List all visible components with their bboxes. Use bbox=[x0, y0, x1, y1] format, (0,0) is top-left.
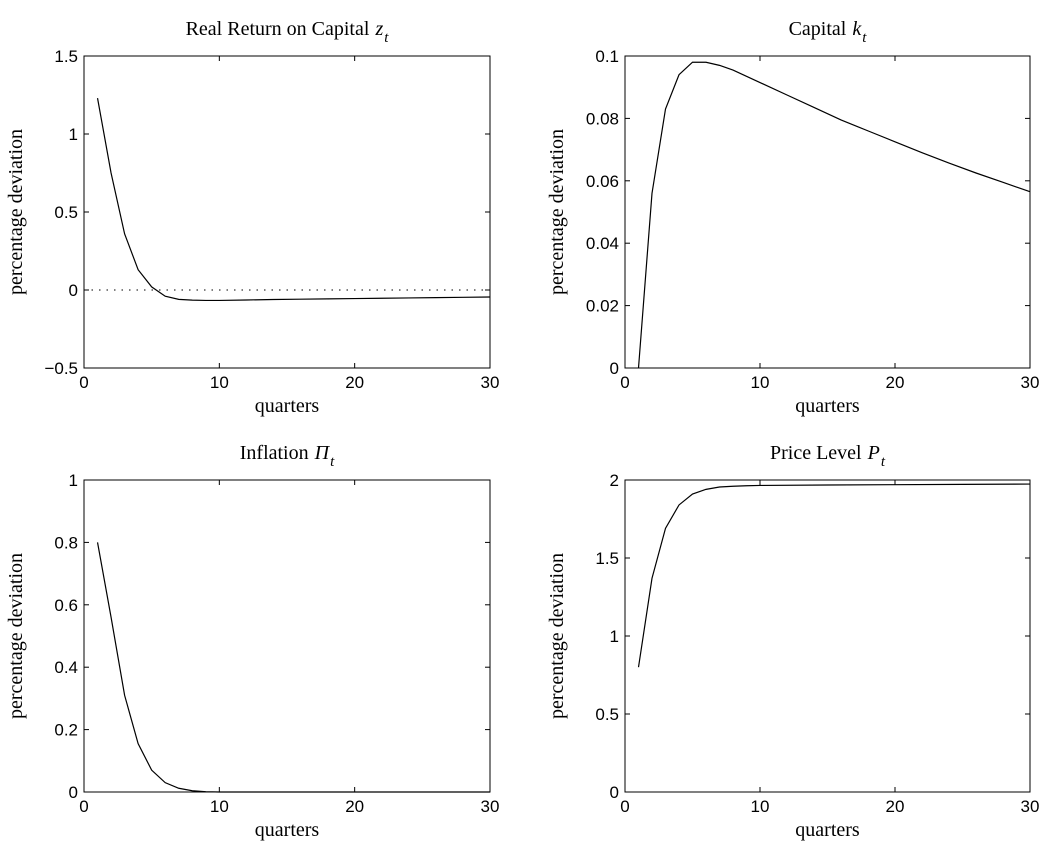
series-line bbox=[96, 98, 491, 302]
x-tick-label: 20 bbox=[886, 373, 905, 392]
x-tick-label: 0 bbox=[620, 797, 629, 816]
chart-title: Capital kt bbox=[789, 18, 868, 46]
y-tick-label: 0.4 bbox=[54, 658, 78, 677]
y-tick-label: 0 bbox=[610, 783, 619, 802]
chart-title-text: Real Return on Capital bbox=[186, 18, 370, 40]
x-tick-label: 20 bbox=[345, 373, 364, 392]
plot-frame bbox=[624, 479, 1031, 793]
y-axis-label: percentage deviation bbox=[5, 129, 27, 295]
y-tick-label: 0.5 bbox=[54, 203, 78, 222]
y-tick-label: 1 bbox=[69, 471, 78, 490]
chart-title-subscript: t bbox=[881, 454, 886, 470]
plot-frame bbox=[83, 479, 491, 793]
y-tick-label: 0 bbox=[69, 783, 78, 802]
y-tick-label: 0.5 bbox=[595, 705, 619, 724]
plot-frame bbox=[83, 55, 491, 369]
chart-title-subscript: t bbox=[330, 454, 335, 470]
chart-bottom-left: Inflation Πt 0 10 20 30 0 0.2 0.4 0.6 0.8 1 quarters… bbox=[5, 442, 499, 841]
x-tick-label: 30 bbox=[1021, 797, 1039, 816]
chart-title-subscript: t bbox=[384, 30, 389, 46]
y-tick-label: 1.5 bbox=[595, 549, 619, 568]
plot-frame bbox=[624, 55, 1031, 369]
x-tick-label: 10 bbox=[210, 797, 229, 816]
x-tick-label: 10 bbox=[751, 373, 770, 392]
chart-title-text: Inflation bbox=[240, 442, 309, 464]
x-tick-label: 0 bbox=[79, 797, 88, 816]
y-tick-label: 1.5 bbox=[54, 47, 78, 66]
chart-title: Real Return on Capital zt bbox=[186, 18, 390, 46]
series-line bbox=[637, 61, 1031, 369]
x-axis-label: quarters bbox=[795, 819, 860, 841]
y-axis-label: percentage deviation bbox=[5, 553, 27, 719]
y-tick-label: 0.08 bbox=[586, 109, 619, 128]
y-tick-label: 0.2 bbox=[54, 721, 78, 740]
x-tick-label: 0 bbox=[79, 373, 88, 392]
y-tick-label: 0.6 bbox=[54, 596, 78, 615]
x-tick-label: 20 bbox=[886, 797, 905, 816]
x-tick-label: 10 bbox=[751, 797, 770, 816]
chart-top-right: Capital kt 0 10 20 30 0 0.02 0.04 0.06 0.08 0.1 quar… bbox=[546, 18, 1039, 417]
chart-bottom-right: Price Level Pt 0 10 20 30 0 0.5 1 1.5 2 quarters per… bbox=[546, 442, 1039, 841]
chart-title: Inflation Πt bbox=[240, 442, 335, 470]
x-tick-label: 30 bbox=[481, 373, 500, 392]
chart-title-variable: z bbox=[374, 18, 383, 40]
chart-title-text: Capital bbox=[789, 18, 847, 40]
chart-title-subscript: t bbox=[862, 30, 867, 46]
y-tick-label: 0.1 bbox=[595, 47, 619, 66]
y-tick-label: 0.02 bbox=[586, 297, 619, 316]
y-tick-label: 0 bbox=[610, 359, 619, 378]
x-axis-label: quarters bbox=[795, 395, 860, 417]
x-tick-label: 30 bbox=[1021, 373, 1039, 392]
chart-title-variable: Π bbox=[314, 442, 331, 464]
y-tick-label: 0.8 bbox=[54, 533, 78, 552]
chart-title-variable: P bbox=[867, 442, 880, 464]
x-tick-label: 30 bbox=[481, 797, 500, 816]
x-tick-label: 10 bbox=[210, 373, 229, 392]
y-axis-label: percentage deviation bbox=[546, 129, 568, 295]
y-tick-label: 0 bbox=[69, 281, 78, 300]
x-axis-label: quarters bbox=[255, 395, 320, 417]
chart-title-variable: k bbox=[852, 18, 862, 40]
series-line bbox=[96, 542, 490, 793]
y-tick-label: −0.5 bbox=[44, 359, 78, 378]
y-axis-label: percentage deviation bbox=[546, 553, 568, 719]
y-tick-label: 0.04 bbox=[586, 234, 619, 253]
series-line bbox=[637, 483, 1031, 668]
y-tick-label: 1 bbox=[69, 125, 78, 144]
chart-title: Price Level Pt bbox=[770, 442, 886, 470]
y-tick-label: 2 bbox=[610, 471, 619, 490]
chart-title-text: Price Level bbox=[770, 442, 862, 464]
x-axis-label: quarters bbox=[255, 819, 320, 841]
y-tick-label: 1 bbox=[610, 627, 619, 646]
x-tick-label: 20 bbox=[345, 797, 364, 816]
y-tick-label: 0.06 bbox=[586, 172, 619, 191]
chart-top-left: Real Return on Capital zt0 10 20 30−0.500.51… bbox=[5, 18, 499, 417]
x-tick-label: 0 bbox=[620, 373, 629, 392]
